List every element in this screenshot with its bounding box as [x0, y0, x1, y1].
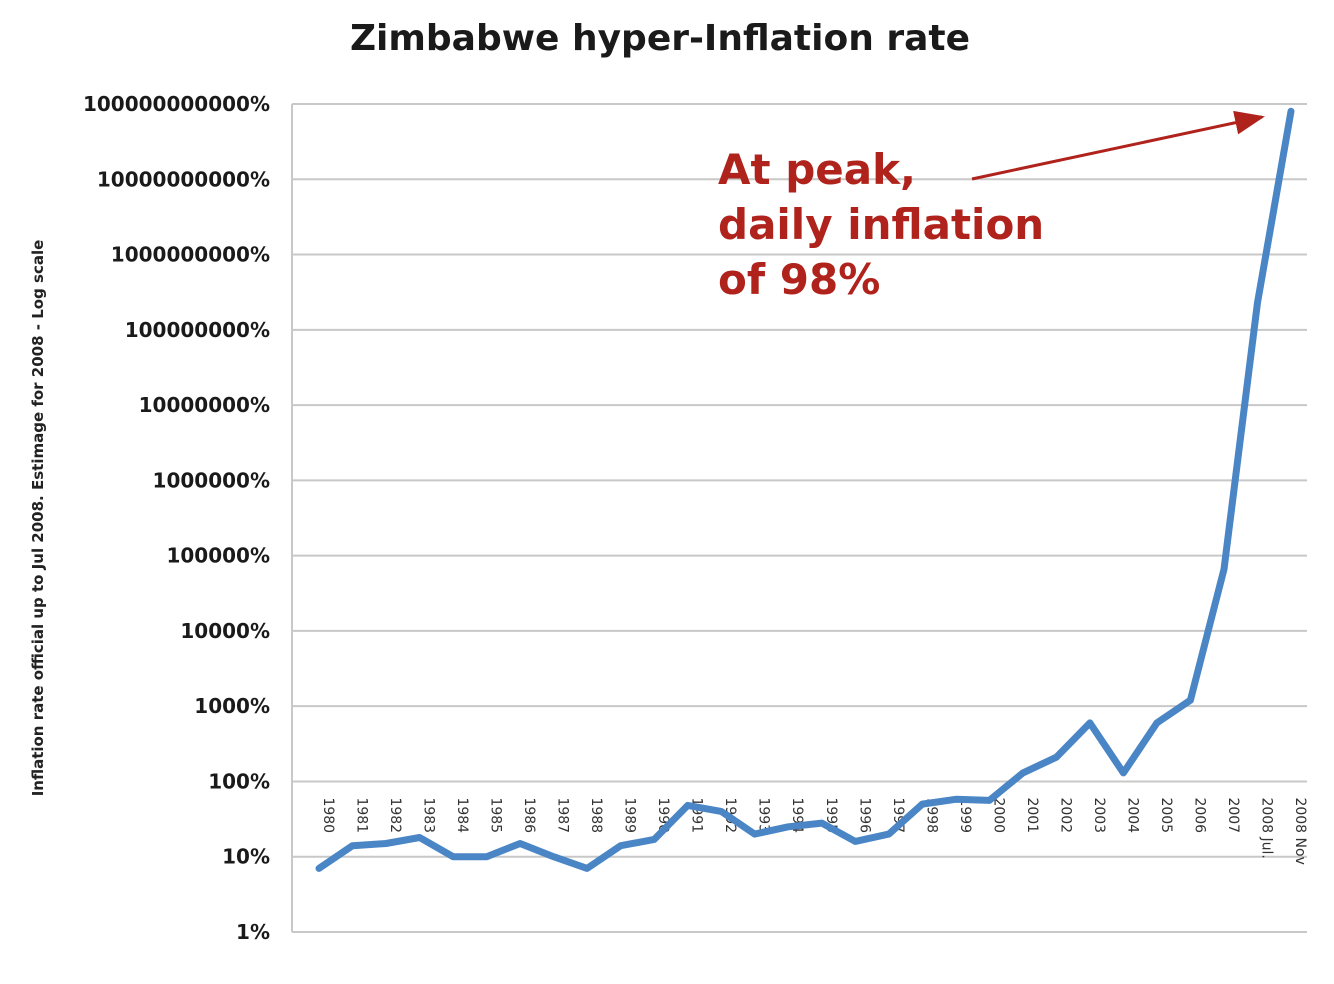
x-tick-label: 1996: [856, 797, 872, 833]
y-tick-label: 10%: [222, 845, 270, 869]
y-tick-label: 10000%: [180, 619, 270, 643]
x-tick-label: 1993: [756, 797, 772, 833]
x-tick-label: 1983: [421, 797, 437, 833]
x-tick-label: 1989: [622, 797, 638, 833]
y-tick-label: 1%: [236, 920, 270, 944]
x-tick-label: 1986: [521, 797, 537, 833]
y-tick-label: 100%: [208, 769, 270, 793]
x-tick-label: 1981: [354, 797, 370, 833]
annotation-arrow: [971, 110, 1265, 181]
x-tick-label: 1985: [488, 797, 504, 833]
x-tick-label: 2008 Jul.: [1258, 797, 1274, 858]
chart-title: Zimbabwe hyper-Inflation rate: [349, 18, 971, 59]
y-tick-label: 10000000000%: [97, 167, 270, 191]
x-tick-label: 2002: [1057, 797, 1073, 833]
y-tick-label: 1000000%: [153, 468, 270, 492]
y-tick-label: 100000%: [166, 544, 270, 568]
x-tick-label: 2004: [1124, 797, 1140, 833]
y-tick-label: 1000000000%: [111, 243, 270, 267]
x-tick-label: 2007: [1225, 797, 1241, 833]
x-tick-label: 1984: [454, 797, 470, 833]
x-tick-label: 2008 Nov: [1292, 797, 1308, 864]
x-tick-label: 1988: [588, 797, 604, 833]
y-axis-ticks: 1% 10% 100% 1000% 10000% 100000% 1000000% 10000…: [83, 92, 270, 944]
x-tick-label: 2003: [1091, 797, 1107, 833]
series-group: [315, 107, 1295, 872]
x-tick-label: 1980: [320, 797, 336, 833]
y-tick-label: 100000000000%: [83, 92, 270, 116]
x-tick-label: 2001: [1024, 797, 1040, 833]
x-tick-label: 2006: [1191, 797, 1207, 833]
annotation-line-3: of 98%: [718, 255, 880, 304]
y-tick-label: 10000000%: [139, 393, 270, 417]
x-tick-label: 2000: [990, 797, 1006, 833]
x-axis-ticks: 1980 1981 1982 1983 1984 1985 1986 1987 1988 1989…: [320, 797, 1308, 864]
x-tick-label: 1987: [555, 797, 571, 833]
series-line: [315, 107, 1295, 872]
gridlines: [291, 103, 1307, 933]
annotation-line-2: daily inflation: [718, 200, 1044, 249]
y-tick-label: 1000%: [194, 694, 270, 718]
annotation-line-1: At peak,: [718, 145, 916, 194]
y-tick-label: 100000000%: [125, 318, 270, 342]
annotation: At peak, daily inflation of 98%: [718, 110, 1265, 304]
x-tick-label: 2005: [1158, 797, 1174, 833]
x-tick-label: 1982: [387, 797, 403, 833]
x-tick-label: 1999: [957, 797, 973, 833]
